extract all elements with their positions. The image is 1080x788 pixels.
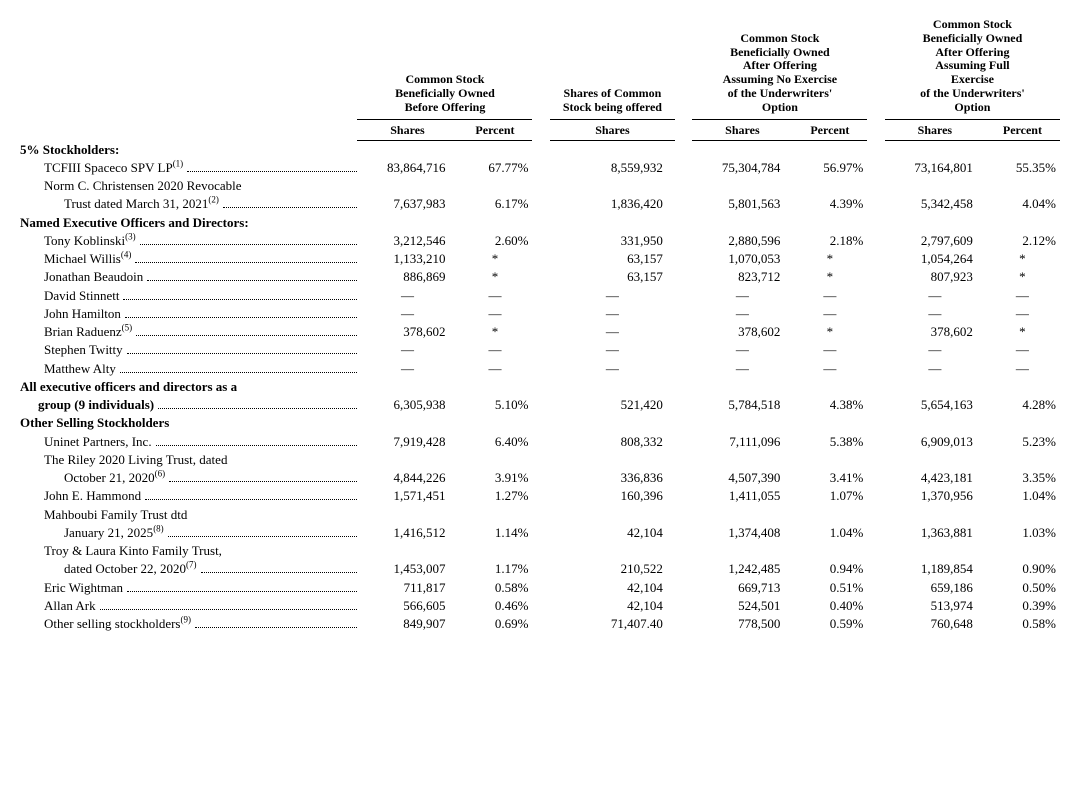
sub-shares: Shares: [357, 119, 457, 140]
table-row: Troy & Laura Kinto Family Trust,: [20, 542, 1060, 560]
table-row: Stephen Twitty —— — —— ——: [20, 341, 1060, 359]
table-row: Michael Willis(4) 1,133,210* 63,157 1,07…: [20, 250, 1060, 268]
table-row: David Stinnett —— — —— ——: [20, 287, 1060, 305]
hdr-offered: Shares of CommonStock being offered: [550, 18, 675, 119]
header-group-row: Common StockBeneficially OwnedBefore Off…: [20, 18, 1060, 119]
sub-percent: Percent: [985, 119, 1060, 140]
table-row: John Hamilton —— — —— ——: [20, 305, 1060, 323]
sub-percent: Percent: [457, 119, 532, 140]
hdr-after-full: Common StockBeneficially OwnedAfter Offe…: [885, 18, 1060, 119]
table-row: Allan Ark 566,6050.46% 42,104 524,5010.4…: [20, 597, 1060, 615]
hdr-after-noex: Common StockBeneficially OwnedAfter Offe…: [692, 18, 867, 119]
hdr-before: Common StockBeneficially OwnedBefore Off…: [357, 18, 532, 119]
table-row: Other selling stockholders(9) 849,9070.6…: [20, 615, 1060, 633]
table-row: October 21, 2020(6) 4,844,2263.91% 336,8…: [20, 469, 1060, 487]
sub-percent: Percent: [792, 119, 867, 140]
table-row: The Riley 2020 Living Trust, dated: [20, 451, 1060, 469]
table-row: Trust dated March 31, 2021(2) 7,637,9836…: [20, 195, 1060, 213]
section-5pct: 5% Stockholders:: [20, 140, 1060, 159]
section-neo: Named Executive Officers and Directors:: [20, 214, 1060, 232]
table-row: Brian Raduenz(5) 378,602* — 378,602* 378…: [20, 323, 1060, 341]
table-row: John E. Hammond 1,571,4511.27% 160,396 1…: [20, 487, 1060, 505]
table-row: Jonathan Beaudoin 886,869* 63,157 823,71…: [20, 268, 1060, 286]
section-group-a: All executive officers and directors as …: [20, 378, 1060, 396]
table-row: Tony Koblinski(3) 3,212,5462.60% 331,950…: [20, 232, 1060, 250]
table-row: January 21, 2025(8) 1,416,5121.14% 42,10…: [20, 524, 1060, 542]
table-row: dated October 22, 2020(7) 1,453,0071.17%…: [20, 560, 1060, 578]
table-row: group (9 individuals) 6,305,9385.10% 521…: [20, 396, 1060, 414]
table-row: Norm C. Christensen 2020 Revocable: [20, 177, 1060, 195]
sub-shares: Shares: [550, 119, 675, 140]
table-row: TCFIII Spaceco SPV LP(1) 83,864,71667.77…: [20, 159, 1060, 177]
table-row: Eric Wightman 711,8170.58% 42,104 669,71…: [20, 579, 1060, 597]
sub-shares: Shares: [885, 119, 985, 140]
table-row: Uninet Partners, Inc. 7,919,4286.40% 808…: [20, 433, 1060, 451]
ownership-table: Common StockBeneficially OwnedBefore Off…: [20, 18, 1060, 633]
table-row: Matthew Alty —— — —— ——: [20, 360, 1060, 378]
section-other: Other Selling Stockholders: [20, 414, 1060, 432]
table-row: Mahboubi Family Trust dtd: [20, 506, 1060, 524]
header-sub-row: Shares Percent Shares Shares Percent Sha…: [20, 119, 1060, 140]
sub-shares: Shares: [692, 119, 792, 140]
